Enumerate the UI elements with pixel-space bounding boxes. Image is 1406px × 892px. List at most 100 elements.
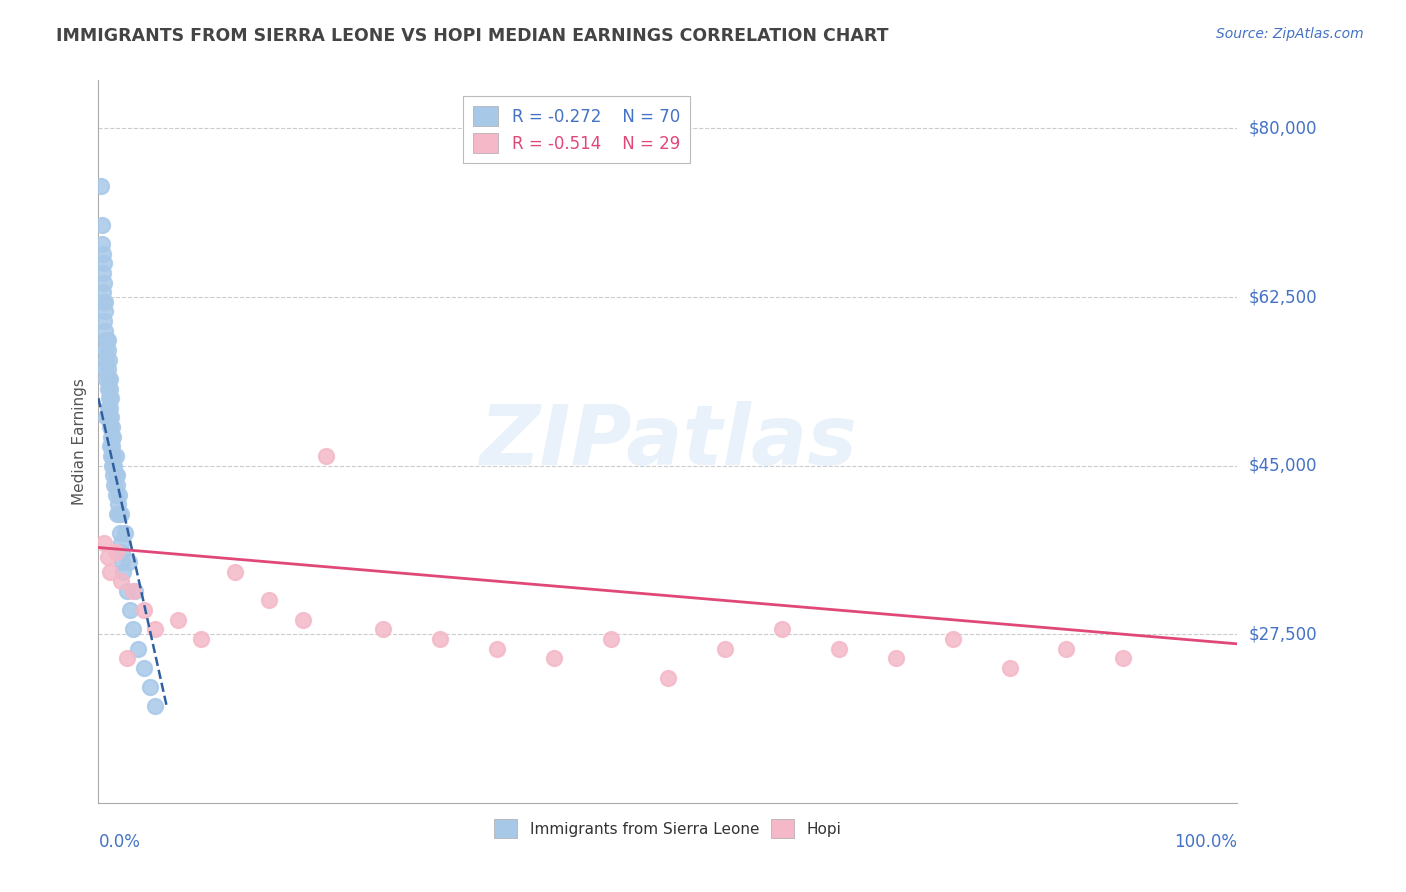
Point: [112, 565, 135, 579]
Point: [770, 623, 793, 637]
Point: [110, 507, 132, 521]
Point: [315, 449, 337, 463]
Point: [371, 623, 394, 637]
Point: [97, 352, 120, 367]
Point: [101, 420, 124, 434]
Point: [486, 641, 509, 656]
Point: [115, 651, 138, 665]
Point: [91, 266, 114, 280]
Point: [657, 671, 679, 685]
Point: [714, 641, 737, 656]
Point: [127, 641, 149, 656]
Point: [97, 372, 120, 386]
Point: [94, 343, 117, 357]
Point: [111, 545, 134, 559]
Point: [96, 334, 118, 348]
Point: [108, 487, 131, 501]
Point: [998, 661, 1021, 675]
Text: IMMIGRANTS FROM SIERRA LEONE VS HOPI MEDIAN EARNINGS CORRELATION CHART: IMMIGRANTS FROM SIERRA LEONE VS HOPI MED…: [56, 27, 889, 45]
Point: [98, 565, 121, 579]
Point: [96, 372, 118, 386]
Point: [103, 449, 125, 463]
Point: [96, 382, 118, 396]
Point: [104, 468, 127, 483]
Point: [600, 632, 623, 646]
Point: [114, 526, 136, 541]
Point: [96, 401, 118, 415]
Point: [828, 641, 851, 656]
Point: [121, 583, 143, 598]
Point: [138, 680, 160, 694]
Point: [100, 430, 122, 444]
Point: [103, 458, 125, 473]
Text: ZIPatlas: ZIPatlas: [479, 401, 856, 482]
Point: [101, 458, 124, 473]
Point: [94, 294, 117, 309]
Point: [107, 497, 129, 511]
Point: [98, 401, 121, 415]
Point: [90, 179, 112, 194]
Point: [93, 314, 115, 328]
Point: [118, 555, 141, 569]
Point: [96, 550, 118, 565]
Point: [93, 294, 115, 309]
Point: [91, 285, 114, 300]
Point: [1112, 651, 1135, 665]
Point: [104, 449, 127, 463]
Point: [91, 246, 114, 260]
Point: [97, 391, 120, 405]
Text: $80,000: $80,000: [1249, 120, 1317, 137]
Text: Source: ZipAtlas.com: Source: ZipAtlas.com: [1216, 27, 1364, 41]
Point: [259, 593, 281, 607]
Point: [98, 382, 121, 396]
Point: [167, 613, 190, 627]
Point: [429, 632, 451, 646]
Point: [96, 410, 118, 425]
Point: [94, 304, 117, 318]
Point: [190, 632, 212, 646]
Point: [1056, 641, 1078, 656]
Point: [543, 651, 565, 665]
Point: [94, 324, 117, 338]
Point: [94, 362, 117, 376]
Point: [110, 574, 132, 589]
Point: [132, 661, 155, 675]
Point: [98, 439, 121, 453]
Text: $45,000: $45,000: [1249, 457, 1317, 475]
Text: 0.0%: 0.0%: [98, 833, 141, 851]
Point: [105, 478, 128, 492]
Point: [98, 420, 121, 434]
Point: [93, 256, 115, 270]
Point: [93, 535, 115, 549]
Point: [103, 468, 125, 483]
Point: [145, 699, 167, 714]
Point: [105, 468, 128, 483]
Text: $27,500: $27,500: [1249, 625, 1317, 643]
Point: [98, 372, 121, 386]
Point: [111, 555, 134, 569]
Point: [96, 343, 118, 357]
Point: [103, 430, 125, 444]
Point: [100, 391, 122, 405]
Legend: Immigrants from Sierra Leone, Hopi: Immigrants from Sierra Leone, Hopi: [486, 812, 849, 846]
Point: [224, 565, 246, 579]
Point: [90, 218, 112, 232]
Point: [100, 449, 122, 463]
Point: [942, 632, 965, 646]
Y-axis label: Median Earnings: Median Earnings: [72, 378, 87, 505]
Point: [105, 507, 128, 521]
Point: [101, 439, 124, 453]
Point: [120, 603, 142, 617]
Point: [96, 352, 118, 367]
Point: [96, 362, 118, 376]
Point: [108, 526, 131, 541]
Point: [96, 334, 118, 348]
Point: [97, 410, 120, 425]
Point: [124, 583, 146, 598]
Point: [108, 507, 131, 521]
Point: [110, 535, 132, 549]
Point: [100, 410, 122, 425]
Point: [145, 623, 167, 637]
Point: [121, 623, 143, 637]
Point: [103, 478, 125, 492]
